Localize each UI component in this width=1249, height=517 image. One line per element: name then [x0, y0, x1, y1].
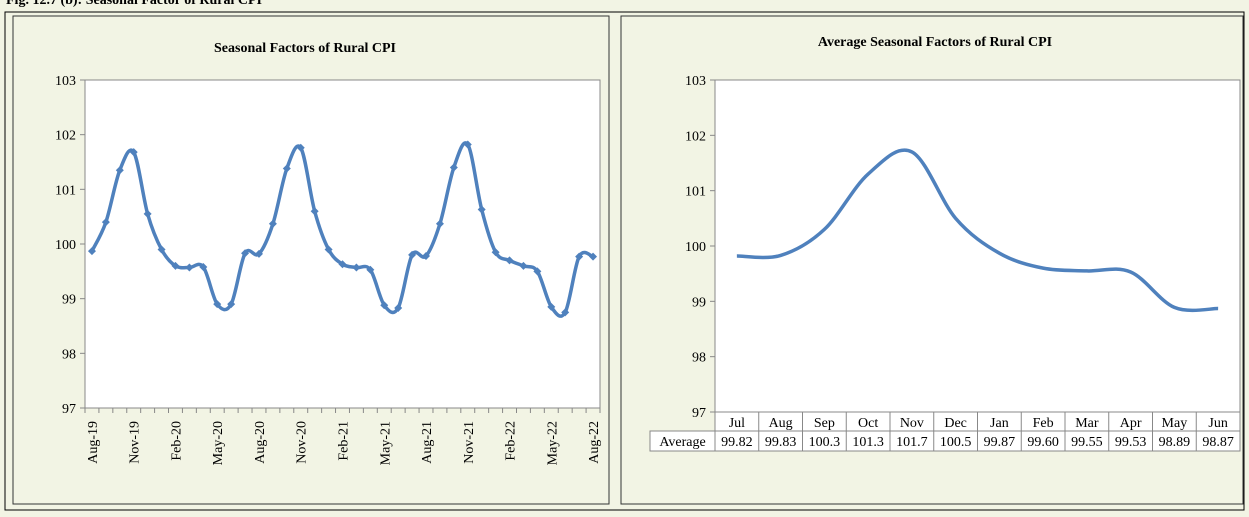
- y-tick-label: 97: [692, 406, 706, 421]
- marker: [213, 300, 222, 309]
- x-tick-label: May-20: [211, 421, 226, 465]
- x-tick-label: Nov-21: [462, 421, 477, 464]
- marker: [589, 252, 598, 261]
- y-tick-label: 102: [55, 129, 76, 144]
- marker: [547, 302, 556, 311]
- y-tick-label: 99: [692, 295, 706, 310]
- marker: [296, 143, 305, 152]
- marker: [408, 250, 417, 259]
- x-tick-label: Aug-19: [86, 421, 101, 464]
- marker: [561, 308, 570, 317]
- marker: [171, 261, 180, 270]
- table-value: 99.83: [765, 435, 797, 450]
- table-value: 98.87: [1202, 435, 1234, 450]
- marker: [477, 205, 486, 214]
- y-tick-label: 98: [692, 351, 706, 366]
- table-value: 99.53: [1115, 435, 1147, 450]
- table-value: 101.7: [896, 435, 928, 450]
- table-value: 99.87: [984, 435, 1016, 450]
- marker: [185, 263, 194, 272]
- line: [736, 148, 1219, 313]
- caption: Fig. 12.7 (b): Seasonal Factor of Rural …: [6, 0, 262, 8]
- marker: [380, 301, 389, 310]
- y-tick-label: 99: [62, 293, 76, 308]
- marker: [129, 148, 138, 157]
- y-tick-label: 100: [55, 238, 76, 253]
- y-tick-label: 103: [685, 74, 706, 89]
- x-tick-label: Nov-19: [128, 421, 143, 464]
- marker: [157, 245, 166, 254]
- marker: [282, 164, 291, 173]
- marker: [533, 267, 542, 276]
- x-tick-label: May-22: [545, 421, 560, 465]
- chart-title: Seasonal Factors of Rural CPI: [214, 41, 396, 56]
- marker: [227, 300, 236, 309]
- marker: [338, 260, 347, 269]
- marker: [505, 256, 514, 265]
- marker: [324, 245, 333, 254]
- x-tick-label: Nov: [900, 416, 924, 431]
- table-value: 99.82: [721, 435, 753, 450]
- plot-area: [84, 79, 601, 409]
- plot-area: [714, 79, 1241, 413]
- chart-title: Average Seasonal Factors of Rural CPI: [818, 35, 1052, 50]
- marker: [491, 248, 500, 257]
- table-row-label: Average: [659, 435, 705, 450]
- x-tick-label: May: [1162, 416, 1188, 431]
- marker: [435, 219, 444, 228]
- y-tick-label: 101: [685, 185, 706, 200]
- x-tick-label: May-21: [378, 421, 393, 465]
- x-tick-label: Jul: [729, 416, 745, 431]
- marker: [241, 249, 250, 258]
- x-tick-label: Feb-22: [504, 421, 519, 461]
- x-tick-label: Aug-21: [420, 421, 435, 464]
- x-tick-label: Feb: [1033, 416, 1054, 431]
- outer-frame: [4, 11, 1245, 511]
- x-tick-label: Apr: [1120, 416, 1142, 431]
- marker: [87, 247, 96, 256]
- table-value: 98.89: [1159, 435, 1191, 450]
- table-value: 100.3: [809, 435, 841, 450]
- x-tick-label: Aug: [769, 416, 793, 431]
- x-tick-label: Jan: [990, 416, 1009, 431]
- marker: [463, 140, 472, 149]
- marker: [115, 166, 124, 175]
- y-tick-label: 98: [62, 347, 76, 362]
- x-tick-label: Feb-20: [169, 421, 184, 461]
- table-value: 100.5: [940, 435, 972, 450]
- x-tick-label: Feb-21: [337, 421, 352, 461]
- x-tick-label: Oct: [858, 416, 878, 431]
- table-value: 99.55: [1071, 435, 1103, 450]
- marker: [254, 249, 263, 258]
- x-tick-label: Sep: [814, 416, 835, 431]
- y-tick-label: 103: [55, 74, 76, 89]
- marker: [422, 252, 431, 261]
- marker: [575, 252, 584, 261]
- table-frame: [649, 430, 1241, 452]
- marker: [394, 303, 403, 312]
- y-tick-label: 101: [55, 183, 76, 198]
- marker: [366, 265, 375, 274]
- y-tick-label: 102: [685, 129, 706, 144]
- x-tick-label: Nov-20: [295, 421, 310, 464]
- marker: [199, 262, 208, 271]
- marker: [352, 263, 361, 272]
- marker: [310, 207, 319, 216]
- marker: [143, 209, 152, 218]
- marker: [519, 261, 528, 270]
- x-tick-label: Dec: [944, 416, 967, 431]
- x-tick-label: Jun: [1208, 416, 1227, 431]
- x-tick-label: Aug-22: [587, 421, 602, 464]
- y-tick-label: 97: [62, 402, 76, 417]
- y-tick-label: 100: [685, 240, 706, 255]
- table-value: 101.3: [852, 435, 884, 450]
- marker: [449, 163, 458, 172]
- marker: [268, 219, 277, 228]
- x-tick-label: Aug-20: [253, 421, 268, 464]
- marker: [101, 218, 110, 227]
- table-value: 99.60: [1027, 435, 1059, 450]
- x-tick-label: Mar: [1075, 416, 1099, 431]
